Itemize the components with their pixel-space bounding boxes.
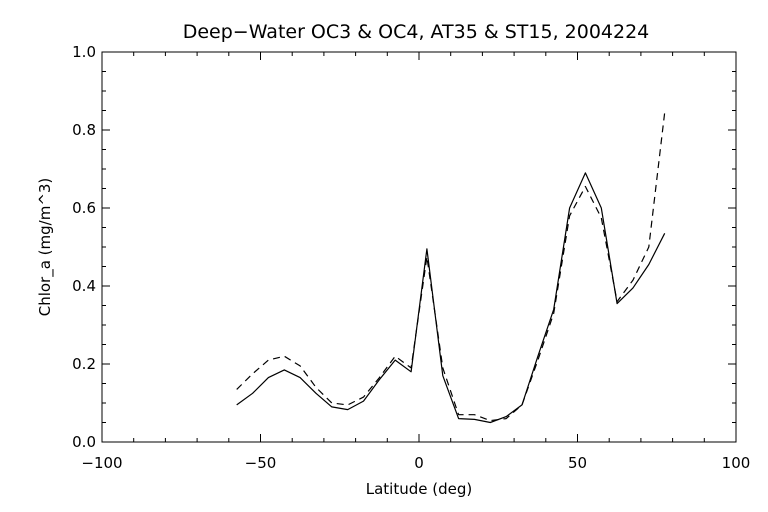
x-tick-label: 0 xyxy=(414,454,424,472)
plot-frame xyxy=(101,51,737,443)
series-layer xyxy=(236,112,666,424)
y-tick-label: 0.0 xyxy=(72,433,96,451)
series-line-solid xyxy=(236,172,666,424)
y-axis-label: Chlor_a (mg/m^3) xyxy=(36,178,55,317)
x-tick-label: −100 xyxy=(81,454,122,472)
y-tick-label: 0.4 xyxy=(72,277,96,295)
series-line-dashed xyxy=(236,112,666,422)
y-tick-label: 1.0 xyxy=(72,43,96,61)
x-tick-label: 50 xyxy=(568,454,587,472)
tick-labels: −100 −50 0 50 100 0.0 0.2 0.4 0.6 0.8 1.0 xyxy=(72,43,750,472)
y-tick-label: 0.2 xyxy=(72,355,96,373)
x-axis-label: Latitude (deg) xyxy=(366,480,472,498)
x-tick-label: 100 xyxy=(722,454,751,472)
x-tick-label: −50 xyxy=(245,454,277,472)
y-tick-label: 0.6 xyxy=(72,199,96,217)
chart-title: Deep−Water OC3 & OC4, AT35 & ST15, 20042… xyxy=(183,21,650,43)
axis-ticks xyxy=(101,51,737,443)
y-tick-label: 0.8 xyxy=(72,121,96,139)
